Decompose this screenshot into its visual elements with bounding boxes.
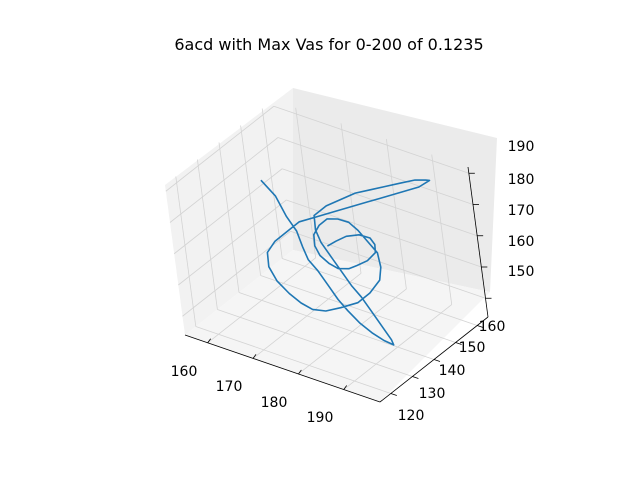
- grid-line: [273, 105, 469, 174]
- y-tick-label: 160: [479, 319, 506, 335]
- y-tick-mark: [412, 376, 419, 379]
- grid-line: [169, 137, 279, 223]
- x-tick-label: 160: [171, 364, 198, 380]
- grid-line: [290, 230, 486, 299]
- y-tick-label: 120: [398, 408, 425, 424]
- grid-line: [385, 138, 407, 290]
- y-tick-mark: [390, 393, 397, 396]
- x-tick-mark: [298, 369, 302, 375]
- grid-line: [431, 154, 453, 305]
- grid-line: [218, 142, 240, 293]
- grid-line: [165, 105, 275, 192]
- x-axis-ticks: 160 170 180 190: [171, 364, 334, 426]
- y-tick-label: 150: [459, 340, 486, 356]
- x-tick-mark: [252, 354, 257, 359]
- y-tick-label: 130: [419, 386, 446, 402]
- y-tick-label: 140: [439, 363, 466, 379]
- grid-line: [340, 123, 362, 274]
- x-tick-label: 190: [307, 410, 334, 426]
- y-tick-mark: [477, 325, 484, 328]
- grid-lines: [165, 105, 486, 394]
- x-tick-label: 170: [216, 379, 243, 395]
- series-line: [260, 179, 431, 346]
- x-tick-mark: [343, 385, 348, 390]
- grid-line: [260, 275, 456, 343]
- grid-line: [175, 176, 197, 327]
- y-axis-ticks: 120 130 140 150 160: [398, 319, 506, 424]
- pane-back: [293, 88, 497, 292]
- z-axis-line: [467, 166, 489, 318]
- z-tick-label: 150: [508, 264, 535, 280]
- grid-line: [282, 258, 478, 326]
- grid-line: [217, 309, 413, 377]
- grid-line: [261, 108, 283, 259]
- y-tick-mark: [455, 342, 462, 345]
- z-tick-label: 180: [508, 172, 535, 188]
- grid-line: [195, 326, 391, 394]
- series-group: [260, 179, 431, 346]
- grid-line: [238, 292, 435, 360]
- z-tick-label: 160: [508, 234, 535, 250]
- z-tick-label: 190: [508, 139, 535, 155]
- x-tick-label: 180: [261, 395, 288, 411]
- grid-line: [282, 168, 478, 237]
- y-tick-mark: [433, 359, 441, 362]
- z-tick-label: 170: [508, 203, 535, 219]
- axis-lines: [184, 166, 492, 403]
- z-axis-ticks: 150 160 170 180 190: [508, 139, 535, 280]
- grid-line: [197, 159, 218, 310]
- chart-title: 6acd with Max Vas for 0-200 of 0.1235: [174, 35, 483, 54]
- grid-line: [178, 199, 287, 286]
- pane-left: [165, 88, 293, 335]
- x-axis-line: [184, 334, 381, 403]
- grid-line: [295, 107, 317, 258]
- grid-line: [240, 125, 261, 276]
- grid-line: [277, 137, 474, 205]
- x-tick-mark: [207, 338, 211, 344]
